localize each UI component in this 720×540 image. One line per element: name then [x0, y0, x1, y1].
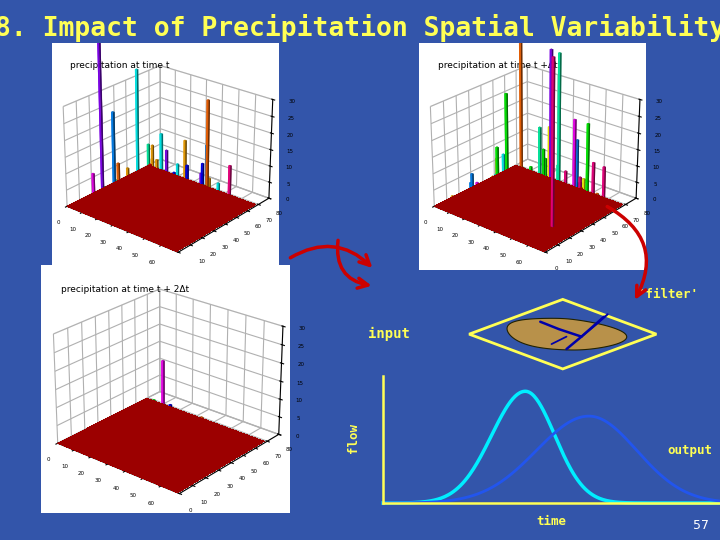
FancyArrowPatch shape	[290, 246, 369, 265]
Text: input: input	[368, 327, 410, 341]
FancyArrowPatch shape	[607, 206, 647, 296]
FancyArrowPatch shape	[338, 240, 368, 288]
Text: flow: flow	[346, 423, 359, 454]
Text: 57: 57	[693, 519, 709, 532]
Text: precipitation at time t: precipitation at time t	[71, 60, 170, 70]
Text: precipitation at time t + 2Δt: precipitation at time t + 2Δt	[61, 285, 189, 294]
Polygon shape	[507, 318, 626, 350]
Text: output: output	[667, 444, 713, 457]
Text: 'filter': 'filter'	[637, 288, 698, 301]
Text: time: time	[536, 516, 567, 529]
Text: 8. Impact of Precipitation Spatial Variability: 8. Impact of Precipitation Spatial Varia…	[0, 14, 720, 42]
Text: precipitation at time t +Δt: precipitation at time t +Δt	[438, 60, 557, 70]
